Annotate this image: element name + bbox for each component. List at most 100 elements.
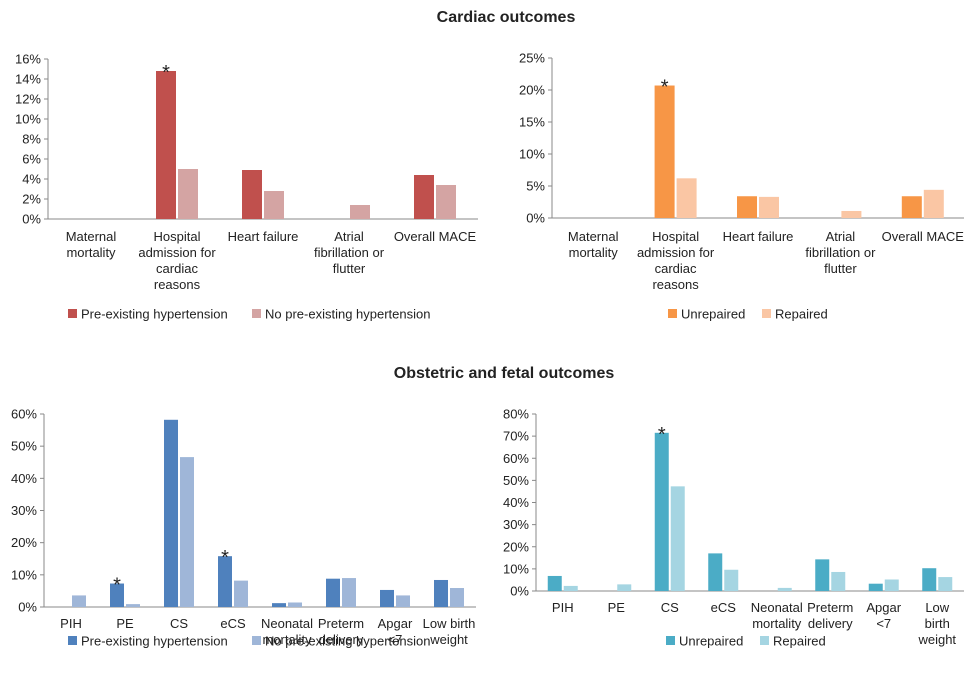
category-label-line: PE	[608, 600, 626, 615]
chart-obstetric-repair: 0% 10% 20% 30% 40% 50% 60% 70% 80% PIH PE CS eCS Neon…	[503, 407, 964, 649]
category-label: eCS	[220, 616, 246, 631]
y-tick-label: 20%	[519, 83, 545, 98]
category-label: Maternal mortality	[66, 229, 117, 260]
category-label-line: reasons	[154, 277, 201, 292]
bar-series-b	[777, 587, 792, 591]
category-label: Heart failure	[228, 229, 299, 244]
y-tick-label: 50%	[11, 439, 37, 454]
category-label: Hospital admission for cardiac reasons	[138, 229, 216, 292]
bar-series-a	[547, 575, 562, 591]
y-tick-label: 6%	[22, 152, 41, 167]
category-label-line: delivery	[808, 616, 853, 631]
category-label-line: Neonatal	[751, 600, 803, 615]
legend-swatch	[666, 636, 675, 645]
category-label: Heart failure	[723, 229, 794, 244]
bar-series-a	[218, 556, 232, 607]
category-label-line: eCS	[711, 600, 737, 615]
bar-series-a	[737, 196, 757, 218]
legend-label: No pre-existing hypertension	[265, 634, 430, 649]
bar-series-b	[923, 189, 944, 218]
legend-swatch	[68, 636, 77, 645]
category-label-line: Hospital	[154, 229, 201, 244]
bar-series-a	[242, 170, 262, 219]
bar-series-a	[868, 583, 883, 591]
legend-swatch	[252, 309, 261, 318]
category-label-line: <7	[876, 616, 891, 631]
category-label-line: admission for	[637, 245, 715, 260]
y-tick-label: 5%	[526, 179, 545, 194]
bar-series-a	[326, 578, 340, 607]
y-tick-label: 8%	[22, 132, 41, 147]
bar-series-b	[724, 569, 739, 591]
category-label: Overall MACE	[394, 229, 477, 244]
category-label-line: Hospital	[652, 229, 699, 244]
bar-series-b	[350, 205, 370, 219]
bar-series-a	[901, 196, 922, 218]
category-label-line: delivery	[319, 632, 364, 647]
significance-asterisk: *	[658, 424, 666, 446]
legend-label: Repaired	[773, 634, 826, 649]
category-label-line: eCS	[220, 616, 246, 631]
legend-label: Unrepaired	[681, 307, 745, 322]
bar-series-b	[264, 191, 284, 219]
bar-series-b	[126, 604, 140, 607]
bar-series-a	[380, 589, 394, 607]
category-label-line: CS	[661, 600, 679, 615]
bar-series-a	[164, 419, 178, 607]
y-tick-label: 10%	[11, 567, 37, 582]
category-label: Atrial fibrillation or flutter	[805, 229, 876, 276]
bar-series-b	[342, 578, 356, 607]
legend-swatch	[668, 309, 677, 318]
y-tick-label: 25%	[519, 51, 545, 66]
category-label-line: fibrillation or	[314, 245, 385, 260]
category-label-line: Atrial	[334, 229, 364, 244]
legend-label: Pre-existing hypertension	[81, 634, 228, 649]
bar-series-b	[841, 210, 862, 218]
y-tick-label: 40%	[503, 495, 529, 510]
category-label-line: Neonatal	[261, 616, 313, 631]
y-tick-label: 0%	[18, 600, 37, 615]
bar-series-b	[563, 585, 578, 591]
y-tick-label: 20%	[503, 539, 529, 554]
category-label-line: Low	[925, 600, 949, 615]
chart-obstetric-hypertension: 0% 10% 20% 30% 40% 50% 60% PIH PE CS eCS Neonatal mo…	[11, 407, 476, 649]
bar-series-b	[759, 196, 779, 218]
y-tick-label: 10%	[519, 147, 545, 162]
bar-series-b	[396, 595, 410, 607]
bar-series-b	[938, 577, 953, 591]
chart-cardiac-repair: 0% 5% 10% 15% 20% 25% Maternal mortality Hospita…	[519, 51, 964, 322]
category-label-line: CS	[170, 616, 188, 631]
category-label-line: Maternal	[66, 229, 117, 244]
legend-swatch	[68, 309, 77, 318]
significance-asterisk: *	[221, 547, 229, 569]
category-label-line: PE	[116, 616, 134, 631]
category-label-line: Apgar	[866, 600, 901, 615]
y-tick-label: 0%	[510, 584, 529, 599]
category-label: Neonatal mortality	[261, 616, 313, 647]
category-label-line: Preterm	[318, 616, 364, 631]
category-label-line: Maternal	[568, 229, 619, 244]
category-label: CS	[170, 616, 188, 631]
bar-series-b	[178, 169, 198, 219]
significance-asterisk: *	[162, 62, 170, 84]
category-label-line: Preterm	[807, 600, 853, 615]
legend-swatch	[762, 309, 771, 318]
y-tick-label: 4%	[22, 172, 41, 187]
bar-series-b	[288, 602, 302, 607]
category-label-line: mortality	[66, 245, 116, 260]
bar-series-b	[884, 579, 899, 591]
category-label: Apgar <7	[866, 600, 901, 631]
category-label-line: cardiac	[156, 261, 198, 276]
y-tick-label: 40%	[11, 471, 37, 486]
category-label-line: PIH	[552, 600, 574, 615]
y-tick-label: 50%	[503, 473, 529, 488]
category-label-line: birth	[925, 616, 950, 631]
y-tick-label: 0%	[22, 212, 41, 227]
y-tick-label: 30%	[503, 517, 529, 532]
legend-label: Repaired	[775, 307, 828, 322]
category-label: Apgar <7	[378, 616, 413, 647]
category-label: Overall MACE	[882, 229, 965, 244]
bar-series-a	[708, 553, 723, 591]
category-label-line: weight	[917, 632, 956, 647]
legend-label: No pre-existing hypertension	[265, 307, 430, 322]
